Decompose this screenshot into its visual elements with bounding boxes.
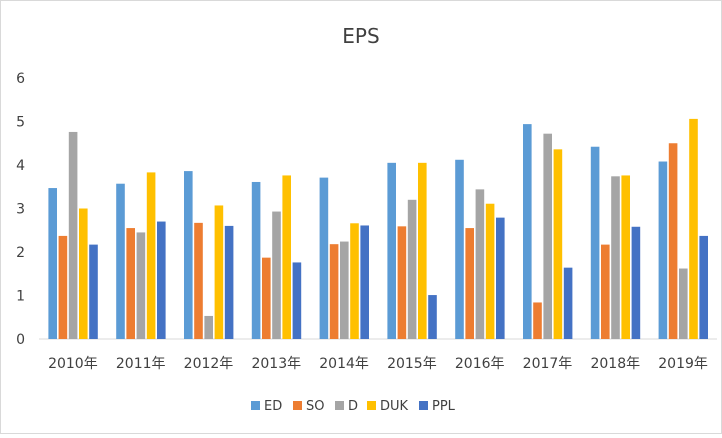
bar-ppl-3 — [292, 262, 302, 339]
chart-title: EPS — [342, 24, 379, 48]
bar-duk-1 — [146, 172, 156, 339]
bar-so-3 — [262, 257, 271, 339]
bar-duk-5 — [418, 162, 427, 339]
bar-d-2 — [204, 315, 213, 339]
bar-ppl-0 — [89, 244, 98, 339]
x-tick-label: 2010年 — [48, 356, 98, 372]
legend-swatch-ed — [251, 401, 260, 410]
bar-d-7 — [543, 133, 552, 339]
bar-d-3 — [272, 211, 281, 339]
bar-so-2 — [194, 222, 203, 339]
bar-ppl-5 — [428, 295, 437, 339]
x-tick-label: 2011年 — [116, 356, 166, 372]
bar-duk-8 — [621, 175, 630, 339]
legend-label: ED — [264, 399, 282, 414]
bar-ed-6 — [455, 159, 464, 339]
bar-ed-2 — [184, 171, 193, 339]
bar-duk-7 — [553, 149, 563, 339]
x-axis: 2010年 2011年 2012年 2013年 2014年 2015年 2016年 2017年… — [48, 356, 708, 372]
bar-so-9 — [668, 143, 678, 339]
bar-duk-3 — [282, 175, 291, 339]
bar-so-1 — [126, 228, 135, 339]
bar-ed-9 — [658, 161, 668, 339]
y-tick-label: 5 — [16, 115, 25, 131]
legend-swatch-duk — [367, 401, 376, 410]
y-tick-label: 2 — [16, 245, 25, 261]
bar-d-1 — [136, 232, 146, 339]
legend-label: PPL — [432, 399, 456, 414]
x-tick-label: 2019年 — [658, 356, 708, 372]
legend-label: SO — [306, 399, 324, 414]
bar-so-4 — [329, 244, 339, 339]
bar-d-5 — [407, 199, 417, 339]
bar-so-6 — [465, 228, 474, 339]
bar-so-0 — [58, 235, 68, 339]
bar-so-7 — [533, 302, 542, 339]
legend-label: D — [348, 399, 358, 414]
bar-ppl-8 — [631, 226, 641, 339]
bar-duk-4 — [350, 223, 359, 339]
x-tick-label: 2018年 — [590, 356, 640, 372]
x-tick-label: 2015年 — [387, 356, 437, 372]
bar-duk-9 — [689, 118, 698, 339]
bar-ppl-1 — [157, 221, 166, 339]
bar-duk-6 — [485, 203, 495, 339]
bar-ed-7 — [523, 124, 532, 339]
bar-duk-0 — [79, 208, 88, 339]
x-tick-label: 2014年 — [319, 356, 369, 372]
bar-ppl-2 — [224, 225, 234, 339]
bar-d-4 — [340, 241, 349, 339]
bar-so-5 — [397, 226, 407, 339]
y-tick-label: 0 — [16, 332, 25, 348]
x-tick-label: 2012年 — [184, 356, 234, 372]
y-tick-label: 6 — [16, 71, 25, 87]
bar-ppl-6 — [496, 217, 505, 339]
legend-swatch-so — [293, 401, 302, 410]
legend: ED SO D DUK PPL — [251, 399, 456, 414]
bar-ppl-7 — [563, 267, 573, 339]
x-tick-label: 2013年 — [251, 356, 301, 372]
bar-ed-8 — [590, 146, 600, 339]
bar-d-6 — [475, 189, 485, 339]
bar-ppl-4 — [360, 225, 369, 339]
legend-swatch-ppl — [419, 401, 428, 410]
bar-d-9 — [679, 268, 688, 339]
x-tick-label: 2016年 — [455, 356, 505, 372]
legend-swatch-d — [335, 401, 344, 410]
bar-d-0 — [68, 131, 78, 339]
bar-series-group — [48, 118, 708, 339]
bar-ed-5 — [387, 162, 396, 339]
legend-label: DUK — [380, 399, 409, 414]
bar-ed-3 — [251, 181, 261, 339]
y-tick-label: 1 — [16, 289, 25, 305]
bar-d-8 — [611, 176, 620, 339]
bar-ed-0 — [48, 188, 57, 339]
bar-duk-2 — [214, 205, 224, 339]
y-tick-label: 4 — [16, 158, 25, 174]
bar-ed-1 — [116, 183, 125, 339]
bar-ppl-9 — [699, 235, 708, 339]
bar-so-8 — [601, 244, 610, 339]
x-tick-label: 2017年 — [523, 356, 573, 372]
y-tick-label: 3 — [16, 202, 25, 218]
bar-ed-4 — [319, 177, 329, 339]
y-axis: 0 1 2 3 4 5 6 — [16, 71, 25, 348]
